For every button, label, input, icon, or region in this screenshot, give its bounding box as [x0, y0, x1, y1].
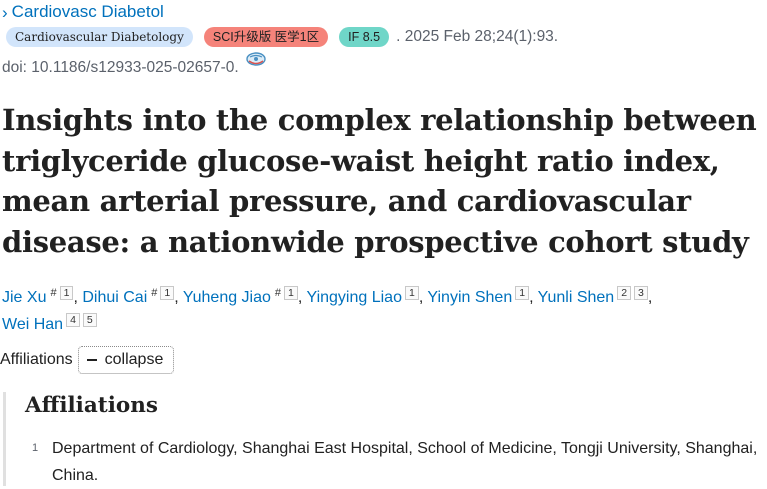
- journal-row: › Cardiovasc Diabetol: [2, 2, 164, 22]
- affiliation-ref[interactable]: 1: [284, 286, 298, 300]
- journal-badge: Cardiovascular Diabetology: [6, 27, 193, 47]
- journal-link[interactable]: Cardiovasc Diabetol: [11, 2, 164, 21]
- author-link[interactable]: Yingying Liao: [306, 289, 402, 306]
- author-link[interactable]: Wei Han: [2, 316, 64, 333]
- affiliation-number: 1: [32, 442, 39, 454]
- impact-factor-badge: IF 8.5: [339, 27, 390, 47]
- affiliations-panel: Affiliations 1 Department of Cardiology,…: [3, 392, 766, 486]
- minus-icon: [86, 358, 97, 361]
- affiliation-ref[interactable]: 5: [82, 313, 97, 327]
- sci-badge: SCI升级版 医学1区: [203, 27, 329, 47]
- collapse-button[interactable]: collapse: [77, 345, 175, 374]
- affiliations-toggle-row: Affiliations collapse: [0, 345, 175, 374]
- affiliation-text: Department of Cardiology, Shanghai East …: [52, 440, 758, 484]
- affiliation-item: 1 Department of Cardiology, Shanghai Eas…: [32, 435, 762, 489]
- authors-list: Jie Xu #1, Dihui Cai #1, Yuheng Jiao #1, Yi…: [2, 286, 653, 333]
- affiliation-ref[interactable]: 3: [634, 286, 648, 300]
- cite-icon[interactable]: [245, 51, 267, 75]
- affiliation-ref[interactable]: 2: [617, 286, 632, 300]
- author-link[interactable]: Yunli Shen: [537, 289, 615, 306]
- author-link[interactable]: Jie Xu: [2, 289, 47, 306]
- affiliation-ref[interactable]: 1: [515, 286, 530, 300]
- author-link[interactable]: Yinyin Shen: [427, 289, 513, 306]
- affiliation-ref[interactable]: 4: [66, 313, 80, 327]
- affiliation-ref[interactable]: 1: [404, 286, 419, 300]
- doi-text: doi: 10.1186/s12933-025-02657-0.: [2, 59, 239, 76]
- affiliation-ref[interactable]: 1: [59, 286, 74, 300]
- affiliations-heading: Affiliations: [25, 393, 158, 418]
- author-link[interactable]: Yuheng Jiao: [182, 289, 271, 306]
- doi-row: doi: 10.1186/s12933-025-02657-0.: [2, 51, 267, 79]
- publication-date: . 2025 Feb 28;24(1):93.: [396, 28, 559, 45]
- badge-row: Cardiovascular Diabetology SCI升级版 医学1区 I…: [6, 26, 558, 48]
- collapse-label: collapse: [104, 350, 164, 368]
- author-link[interactable]: Dihui Cai: [82, 289, 148, 306]
- affiliation-ref[interactable]: 1: [160, 286, 175, 300]
- affiliations-label: Affiliations: [0, 350, 73, 368]
- article-title: Insights into the complex relationship b…: [2, 103, 757, 259]
- equal-contrib-mark: #: [50, 287, 57, 299]
- chevron-right-icon[interactable]: ›: [2, 2, 8, 22]
- equal-contrib-mark: #: [274, 287, 282, 299]
- equal-contrib-mark: #: [151, 287, 158, 299]
